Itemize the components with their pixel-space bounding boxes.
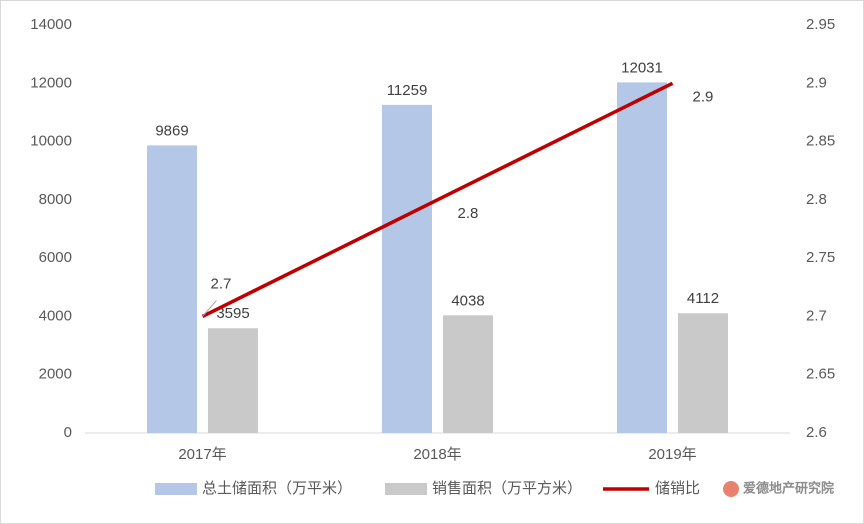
legend-label: 储销比 [655, 480, 700, 497]
legend-swatch [155, 483, 197, 495]
bar [208, 328, 258, 433]
y-tick-label: 14000 [30, 16, 72, 33]
y2-tick-label: 2.85 [806, 133, 835, 150]
bar [678, 313, 728, 433]
leader-line [202, 300, 217, 317]
y-tick-label: 10000 [30, 133, 72, 150]
bar [382, 104, 432, 434]
bar [617, 82, 667, 433]
data-label: 3595 [216, 305, 249, 322]
data-label: 4112 [687, 290, 719, 307]
data-label: 4038 [451, 292, 484, 309]
data-label: 11259 [387, 82, 428, 99]
y2-tick-label: 2.95 [806, 16, 835, 33]
data-label: 2.7 [211, 275, 232, 292]
y2-tick-label: 2.9 [806, 74, 827, 91]
legend-label: 销售面积（万平方米） [432, 480, 582, 497]
y2-tick-label: 2.75 [806, 249, 835, 266]
data-label: 9869 [155, 122, 188, 139]
y2-tick-label: 2.6 [806, 424, 827, 441]
data-label: 2.8 [458, 205, 479, 222]
y-tick-label: 4000 [39, 307, 72, 324]
y2-tick-label: 2.65 [806, 366, 835, 383]
y-tick-label: 8000 [39, 191, 72, 208]
bar [443, 315, 493, 433]
watermark: 爱德地产研究院 [743, 480, 834, 495]
y2-tick-label: 2.7 [806, 307, 827, 324]
y2-tick-label: 2.8 [806, 191, 827, 208]
x-tick-label: 2019年 [648, 446, 696, 463]
watermark-icon [723, 481, 739, 497]
y-tick-label: 0 [64, 424, 72, 441]
data-label: 2.9 [693, 88, 714, 105]
legend-label: 总土储面积（万平米） [202, 480, 352, 497]
y-tick-label: 12000 [30, 74, 72, 91]
y-tick-label: 6000 [39, 249, 72, 266]
legend-swatch [385, 483, 427, 495]
x-tick-label: 2017年 [178, 446, 226, 463]
data-label: 12031 [621, 59, 663, 76]
bar [147, 145, 197, 433]
x-tick-label: 2018年 [413, 446, 461, 463]
y-tick-label: 2000 [39, 366, 72, 383]
line [201, 81, 674, 318]
